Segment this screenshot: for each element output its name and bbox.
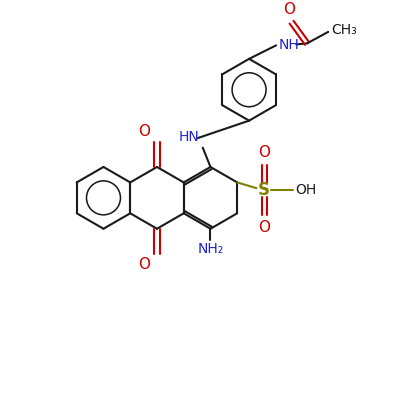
Text: O: O [258,145,270,160]
Text: O: O [284,2,296,17]
Text: CH₃: CH₃ [331,23,357,37]
Text: OH: OH [295,183,316,197]
Text: S: S [258,181,270,199]
Text: O: O [138,257,150,272]
Text: NH₂: NH₂ [197,242,224,256]
Text: O: O [138,124,150,139]
Text: O: O [258,220,270,235]
Text: HN: HN [179,130,200,144]
Text: NH: NH [279,38,300,52]
